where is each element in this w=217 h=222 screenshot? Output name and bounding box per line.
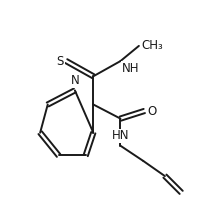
Text: N: N <box>71 74 79 87</box>
Text: NH: NH <box>122 62 139 75</box>
Text: O: O <box>147 105 156 117</box>
Text: HN: HN <box>112 129 129 143</box>
Text: CH₃: CH₃ <box>141 39 163 52</box>
Text: S: S <box>56 55 64 67</box>
